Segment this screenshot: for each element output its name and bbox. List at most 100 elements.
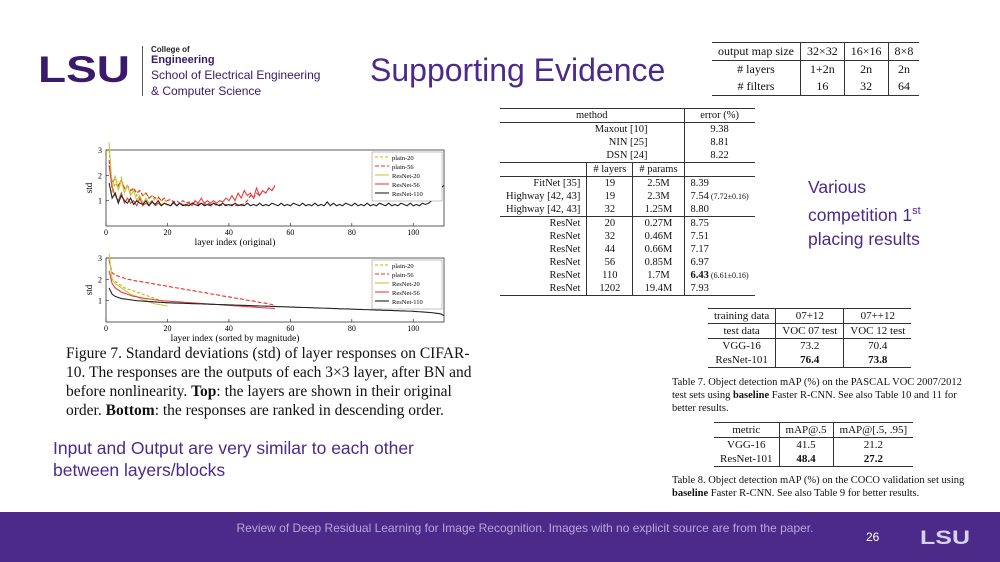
table-cell: 1.25M — [632, 203, 685, 217]
coco-table: metric mAP@.5 mAP@[.5, .95] VGG-16 41.5 21.2 R… — [714, 422, 914, 467]
plot-frame — [105, 149, 445, 227]
table-cell: 0.27M — [632, 216, 685, 230]
table-cell: 0.85M — [632, 256, 685, 269]
error-value: 7.17 — [690, 244, 709, 255]
table-cell: 19.4M — [632, 282, 685, 296]
header-method: method — [500, 108, 685, 123]
table-row: ResNet 1202 19.4M 7.93 — [500, 282, 755, 296]
table-cell: 20 — [586, 216, 633, 230]
table-cell: 8.81 — [683, 136, 755, 149]
legend-label: ResNet-56 — [392, 182, 421, 189]
lsu-logo: LSU — [38, 52, 130, 86]
y-tick-label: 2 — [98, 275, 102, 284]
table-row: VGG-16 73.2 70.4 — [708, 338, 912, 353]
table-row: training data 07+12 07++12 — [708, 308, 912, 324]
table-cell: NIN [25] — [608, 137, 648, 148]
error-value: 7.54 — [690, 191, 709, 202]
table-cell: Highway [42, 43] — [506, 204, 581, 215]
table-cell: 2.5M — [632, 176, 685, 190]
error-value: 6.43 — [690, 270, 709, 281]
legend-label: ResNet-56 — [392, 290, 421, 297]
table-cell: 73.2 — [775, 338, 844, 353]
blank-cell — [683, 162, 755, 177]
table-cell: training data — [708, 308, 776, 324]
table-cell: test data — [708, 323, 776, 339]
coco-caption-b: baseline — [672, 488, 709, 499]
x-axis-label: layer index (sorted by magnitude) — [171, 333, 300, 344]
table-cell: 41.5 — [778, 437, 834, 452]
x-tick-label: 100 — [407, 228, 419, 237]
series-line-resnet-110 — [108, 287, 445, 317]
error-range: (6.61±0.16) — [710, 271, 749, 280]
table-cell: 48.4 — [778, 452, 834, 467]
footer-lsu-logo: LSU — [920, 528, 970, 546]
table-cell: 1+2n — [799, 60, 845, 78]
header-params: # params — [632, 162, 685, 177]
error-value: 6.97 — [690, 257, 709, 268]
table-cell: 2.3M — [632, 190, 685, 203]
table-cell: ResNet — [500, 282, 587, 296]
table-row: DSN [24] 8.22 — [500, 149, 755, 163]
figure-caption-part2: : the layers are shown in their original… — [66, 383, 452, 419]
table-cell: 56 — [586, 256, 633, 269]
table-row: ResNet-101 76.4 73.8 — [708, 353, 912, 368]
series-line-plain-56 — [108, 160, 276, 207]
error-cell: 6.43 (6.61±0.16) — [683, 269, 755, 282]
voc-table-caption: Table 7. Object detection mAP (%) on the… — [672, 376, 978, 415]
table-cell: 76.4 — [775, 353, 844, 368]
header-error: error (%) — [683, 108, 755, 123]
table-row: ResNet 110 1.7M 6.43 (6.61±0.16) — [500, 269, 755, 282]
x-tick-label: 60 — [286, 324, 294, 333]
figure-caption-top: Top — [191, 383, 217, 400]
table-row: ResNet 44 0.66M 7.17 — [500, 243, 755, 256]
table-cell: ResNet-101 — [708, 353, 776, 368]
table-row: method error (%) — [500, 108, 755, 123]
x-tick-label: 80 — [348, 228, 356, 237]
error-cell: 7.17 — [683, 243, 755, 256]
legend-label: plain-56 — [392, 272, 414, 279]
error-value: 7.93 — [690, 283, 709, 294]
x-tick-label: 60 — [286, 228, 294, 237]
table-row: # layers 1+2n 2n 2n — [712, 60, 920, 78]
table-row: Maxout [10] 9.38 — [500, 122, 755, 136]
table-cell: 07+12 — [775, 308, 844, 324]
table-row: ResNet 56 0.85M 6.97 — [500, 256, 755, 269]
competition-note-line2-text: competition 1 — [808, 204, 913, 225]
coco-table-caption: Table 8. Object detection mAP (%) on the… — [672, 474, 978, 500]
competition-note-line3: placing results — [808, 228, 920, 249]
college-of-label: College of — [151, 45, 190, 54]
error-value: 8.80 — [690, 204, 709, 215]
school-name-line1: School of Electrical Engineering — [151, 68, 321, 82]
y-axis-label: std — [84, 182, 94, 193]
std-chart-sorted-order: 0 20 40 60 80 100 1 2 3 layer index (sorted by ma… — [84, 253, 445, 344]
input-output-note: Input and Output are very similar to eac… — [53, 438, 414, 480]
table-cell: DSN [24] — [606, 150, 648, 161]
competition-note-line2: competition 1st — [808, 199, 921, 227]
series-line-plain-56 — [108, 260, 276, 306]
x-tick-label: 20 — [163, 324, 171, 333]
table-row: # layers # params — [500, 162, 755, 177]
table-cell: 8×8 — [887, 42, 920, 61]
table-cell: 32×32 — [799, 42, 845, 61]
coco-caption-c: Faster R-CNN. See also Table 9 for bette… — [708, 488, 920, 499]
table-row: ResNet 32 0.46M 7.51 — [500, 230, 755, 243]
table-row: # filters 16 32 64 — [712, 78, 920, 96]
table-cell: 0.66M — [632, 243, 685, 256]
table-cell: 16×16 — [843, 42, 889, 61]
table-row: ResNet-101 48.4 27.2 — [714, 452, 914, 467]
table-cell: mAP@[.5, .95] — [832, 422, 914, 438]
footer-logo-text: LSU — [920, 528, 970, 546]
coco-caption-a: Table 8. Object detection mAP (%) on the… — [672, 475, 965, 486]
cifar-error-table: method error (%) Maxout [10] 9.38 NIN [25] 8.… — [500, 108, 755, 296]
footer-bar — [0, 512, 1000, 562]
x-tick-label: 40 — [225, 228, 233, 237]
table-cell: 1202 — [586, 282, 633, 296]
table-cell: 19 — [586, 176, 633, 190]
series-line-resnet-56 — [108, 270, 276, 310]
table-cell: VGG-16 — [727, 439, 766, 451]
table-row: FitNet [35] 19 2.5M 8.39 — [500, 176, 755, 190]
table-cell: ResNet-101 — [714, 452, 780, 467]
table-cell: ResNet — [549, 244, 581, 255]
x-tick-label: 0 — [104, 228, 108, 237]
legend-label: ResNet-20 — [392, 173, 420, 180]
